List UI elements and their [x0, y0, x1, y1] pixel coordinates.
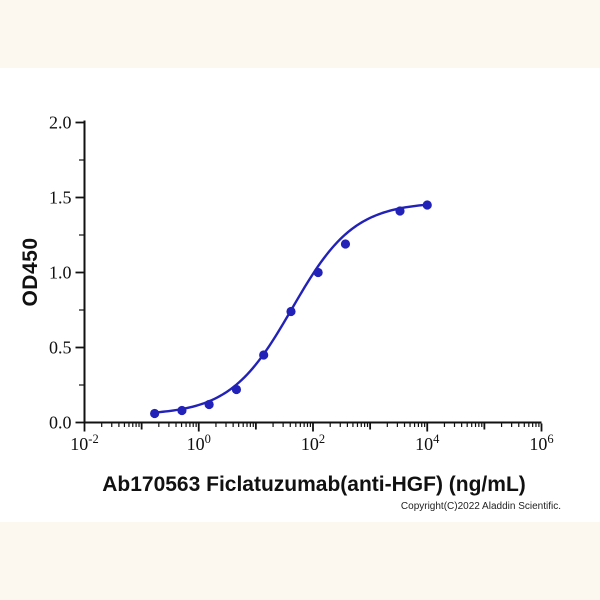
bottom-margin-band [0, 522, 600, 600]
data-point [313, 267, 323, 278]
copyright-text: Copyright(C)2022 Aladdin Scientific. [400, 501, 561, 512]
x-axis-title: Ab170563 Ficlatuzumab(anti-HGF) (ng/mL) [102, 473, 526, 496]
y-axis-title: OD450 [19, 237, 42, 307]
x-tick-label: 10-2 [70, 432, 98, 454]
data-point [340, 239, 351, 249]
y-tick-label: 1.5 [49, 188, 72, 208]
x-tick-label: 106 [529, 432, 553, 454]
top-margin-band [0, 0, 600, 68]
data-point [395, 206, 405, 216]
x-tick-label: 104 [415, 432, 440, 454]
data-point [286, 306, 296, 317]
data-point [422, 200, 432, 210]
x-tick-label: 102 [301, 432, 325, 454]
y-tick-label: 0.5 [49, 338, 72, 358]
y-tick-label: 0.0 [49, 413, 72, 433]
data-point [150, 408, 160, 419]
data-point [177, 405, 187, 416]
y-tick-label: 2.0 [49, 113, 72, 133]
y-tick-label: 1.0 [49, 263, 72, 283]
data-point [231, 384, 242, 395]
x-tick-label: 100 [187, 432, 211, 454]
data-point [259, 350, 269, 360]
data-point [204, 399, 214, 410]
